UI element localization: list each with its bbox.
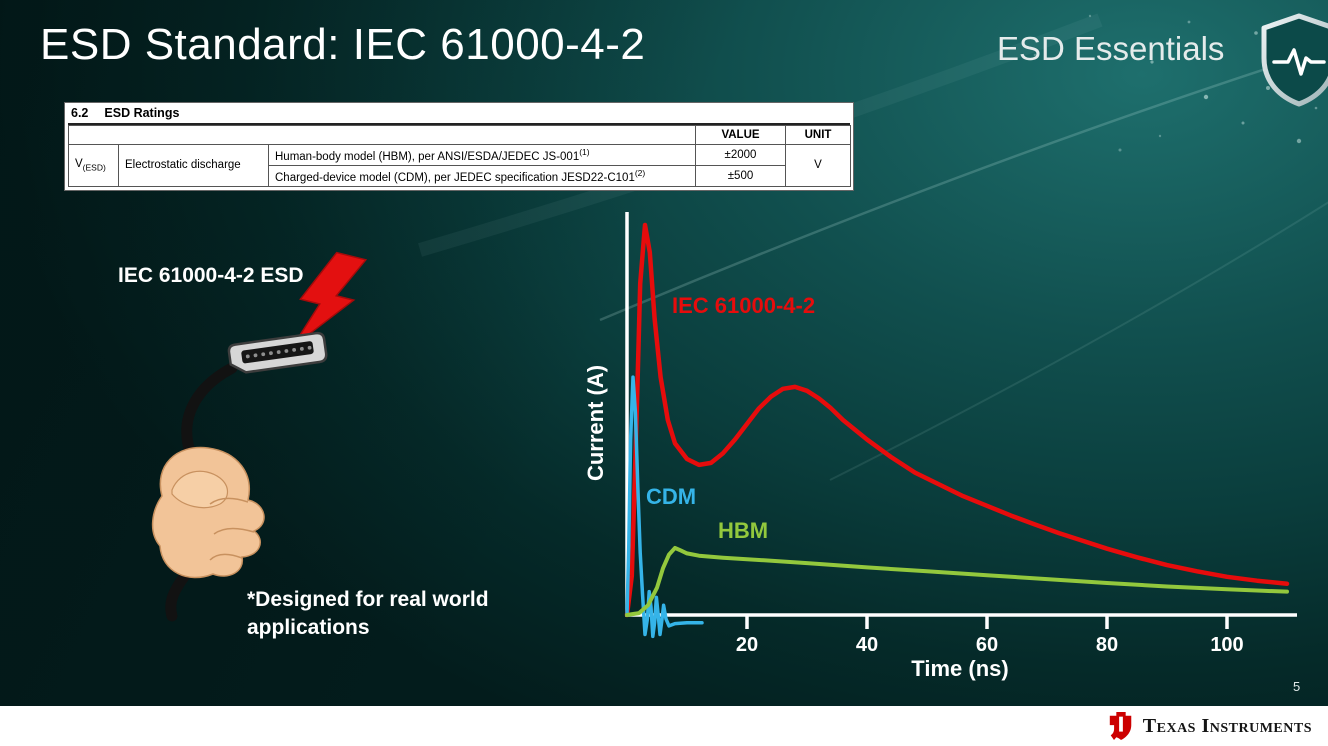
col-header-value: VALUE: [695, 125, 786, 145]
esd-ratings-table: VALUE UNIT V(ESD) Electrostatic discharg…: [68, 125, 851, 187]
table-row: V(ESD) Electrostatic discharge Human-bod…: [68, 144, 851, 187]
param-symbol-cell: V(ESD): [68, 144, 119, 187]
x-axis-label: Time (ns): [911, 656, 1009, 681]
condition-cell-cdm: Charged-device model (CDM), per JEDEC sp…: [268, 164, 696, 187]
param-name-cell: Electrostatic discharge: [118, 144, 269, 187]
series-label-iec-61000-4-2: IEC 61000-4-2: [672, 293, 816, 318]
x-axis-ticks: 20 40 60 80 100: [736, 615, 1244, 656]
series-label-cdm: CDM: [646, 484, 697, 509]
table-header-row: VALUE UNIT: [68, 125, 851, 145]
designed-note: *Designed for real world applications: [247, 588, 489, 640]
x-tick-label: 20: [736, 634, 758, 656]
slide-title: ESD Standard: IEC 61000-4-2: [40, 20, 646, 69]
x-tick-label: 80: [1096, 634, 1118, 656]
heartbeat-line-icon: [1272, 48, 1326, 76]
unit-cell: V: [785, 144, 851, 187]
value-cell-hbm: ±2000: [695, 144, 786, 166]
table-row: Charged-device model (CDM), per JEDEC sp…: [69, 164, 851, 187]
series-cdm: [625, 375, 704, 639]
series-hbm: [625, 545, 1289, 617]
esd-ratings-table-panel: 6.2 ESD Ratings VALUE UNIT V(ESD) Electr…: [64, 102, 854, 191]
series-iec-61000-4-2: [624, 222, 1290, 618]
condition-text: Human-body model (HBM), per ANSI/ESDA/JE…: [275, 150, 580, 163]
hand-holding-hdmi-illustration: [151, 331, 328, 622]
footer-bar: Texas Instruments: [0, 706, 1328, 746]
iec-esd-label: IEC 61000-4-2 ESD: [118, 264, 304, 287]
chart-canvas: 20 40 60 80 100: [624, 212, 1297, 656]
x-tick-label: 100: [1210, 634, 1243, 656]
table-section-number: 6.2: [71, 106, 89, 120]
shield-icon: [1261, 13, 1328, 107]
value-cell-cdm: ±500: [695, 164, 786, 187]
condition-footnote: (1): [579, 147, 590, 157]
col-header-unit: UNIT: [785, 125, 851, 145]
table-section-heading: 6.2 ESD Ratings: [68, 105, 850, 125]
ti-logo-text: Texas Instruments: [1142, 714, 1312, 737]
chart-series: [624, 222, 1290, 639]
esd-waveform-chart: 20 40 60 80 100 Current (A) Time (ns) IEC 61…: [560, 198, 1328, 703]
lightning-bolt-icon: [291, 251, 368, 348]
esd-essentials-wordmark: ESD Essentials: [997, 30, 1225, 67]
param-symbol: V: [75, 158, 83, 171]
condition-cell-hbm: Human-body model (HBM), per ANSI/ESDA/JE…: [268, 144, 696, 166]
x-tick-label: 60: [976, 634, 998, 656]
hdmi-connector-icon: [227, 331, 328, 374]
ti-logo: Texas Instruments: [1107, 711, 1312, 741]
lightning-bolt-shape: [291, 251, 368, 348]
table-section-title: ESD Ratings: [104, 106, 180, 120]
cable-tail: [165, 568, 192, 622]
hand-fist: [151, 446, 265, 579]
ti-bug-icon: [1109, 712, 1132, 740]
x-tick-label: 40: [856, 634, 878, 656]
y-axis-label: Current (A): [583, 364, 608, 482]
page-number: 5: [1293, 679, 1301, 694]
param-symbol-subscript: (ESD): [82, 162, 106, 173]
condition-text: Charged-device model (CDM), per JEDEC sp…: [275, 171, 635, 184]
header-empty-cell: [68, 125, 696, 145]
condition-footnote: (2): [634, 167, 646, 178]
series-label-hbm: HBM: [718, 518, 769, 543]
